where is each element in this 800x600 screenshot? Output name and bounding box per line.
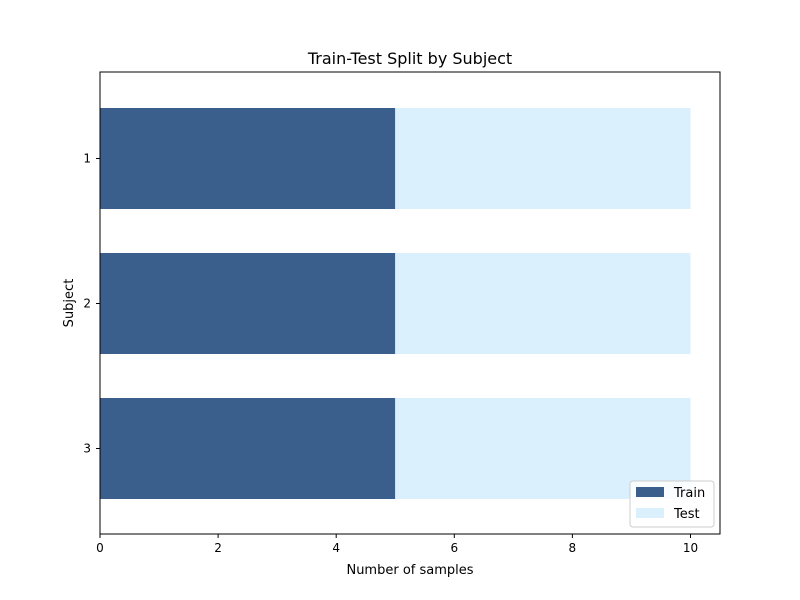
legend-swatch-test [636,508,664,518]
legend-label-train: Train [673,486,705,501]
x-axis-ticks: 0 2 4 6 8 10 [96,534,698,555]
y-tick-label: 1 [83,152,91,166]
y-tick-label: 3 [83,442,91,456]
x-axis-label: Number of samples [346,563,473,578]
x-tick-label: 6 [450,541,458,555]
legend: Train Test [629,480,715,528]
bar-train-subject-3 [100,398,396,499]
x-tick-label: 8 [569,541,577,555]
x-tick-label: 4 [332,541,340,555]
bar-train-subject-1 [100,108,396,209]
legend-label-test: Test [673,507,700,522]
x-tick-label: 10 [683,541,698,555]
bars-layer [100,108,691,499]
y-tick-label: 2 [83,297,91,311]
legend-swatch-train [636,487,664,497]
bar-test-subject-1 [395,108,691,209]
y-axis-label: Subject [62,279,77,328]
bar-train-subject-2 [100,253,396,354]
chart-title: Train-Test Split by Subject [307,49,512,68]
x-tick-label: 2 [214,541,222,555]
y-axis-ticks: 1 2 3 [83,152,100,456]
bar-test-subject-2 [395,253,691,354]
x-tick-label: 0 [96,541,104,555]
